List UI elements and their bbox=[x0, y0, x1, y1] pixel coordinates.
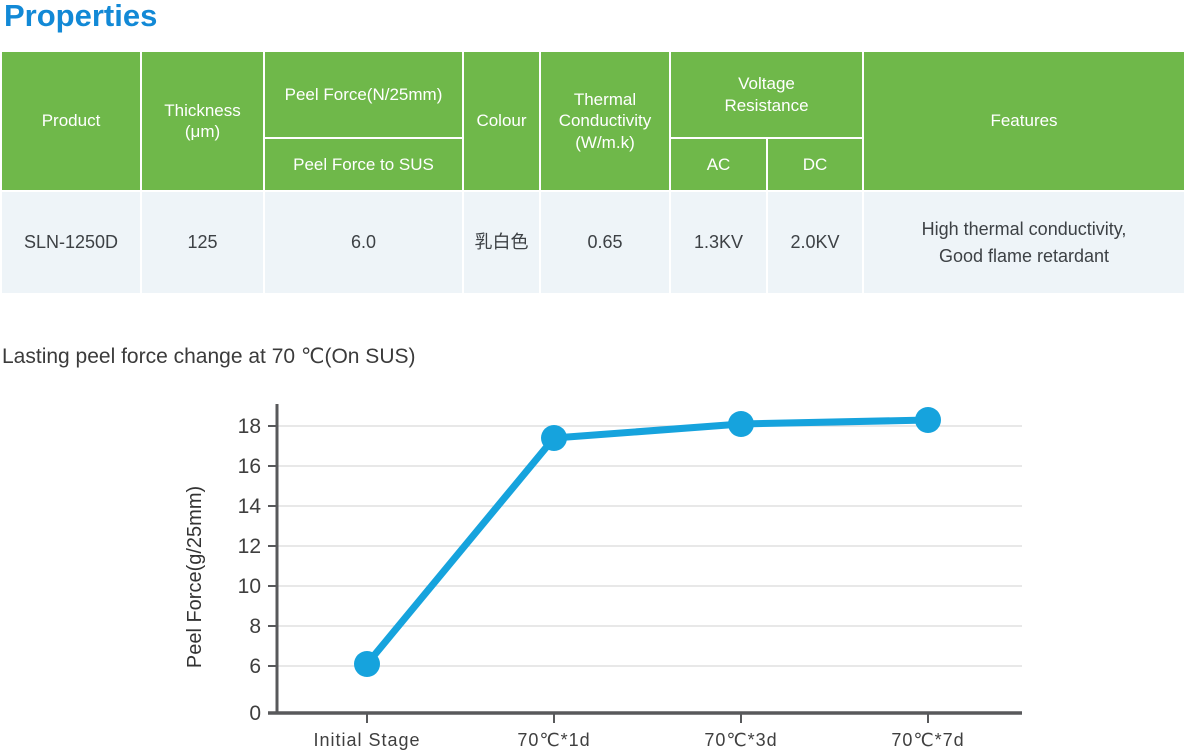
y-tick-label: 18 bbox=[238, 415, 261, 438]
y-tick-label: 6 bbox=[249, 655, 261, 678]
y-tick-label: 10 bbox=[238, 575, 261, 598]
y-tick-label: 0 bbox=[249, 702, 261, 725]
col-header-colour: Colour bbox=[462, 50, 541, 192]
x-tick-label: 70℃*3d bbox=[704, 730, 777, 750]
x-tick-label: Initial Stage bbox=[313, 730, 420, 750]
page-title: Properties bbox=[4, 0, 158, 33]
cell-thickness: 125 bbox=[140, 190, 265, 295]
col-header-peel-force-sus: Peel Force to SUS bbox=[263, 137, 464, 192]
properties-table: Product Thickness (μm) Peel Force(N/25mm… bbox=[0, 50, 1184, 295]
cell-ac: 1.3KV bbox=[669, 190, 768, 295]
col-header-thermal-conductivity: Thermal Conductivity (W/m.k) bbox=[539, 50, 671, 192]
data-point bbox=[728, 411, 754, 437]
col-header-voltage-resistance: Voltage Resistance bbox=[668, 50, 865, 139]
data-point bbox=[915, 407, 941, 433]
y-axis-title: Peel Force(g/25mm) bbox=[184, 486, 206, 668]
col-header-peel-force: Peel Force(N/25mm) bbox=[263, 50, 464, 139]
cell-product: SLN-1250D bbox=[0, 190, 142, 295]
cell-features: High thermal conductivity, Good flame re… bbox=[862, 190, 1184, 295]
cell-colour: 乳白色 bbox=[462, 190, 541, 295]
y-tick-label: 12 bbox=[238, 535, 261, 558]
data-line bbox=[363, 416, 932, 668]
y-tick-label: 16 bbox=[238, 455, 261, 478]
data-point bbox=[354, 651, 380, 677]
y-tick-label: 14 bbox=[238, 495, 262, 518]
col-header-features: Features bbox=[862, 50, 1184, 192]
col-header-ac: AC bbox=[669, 137, 768, 192]
y-tick-label: 8 bbox=[249, 615, 261, 638]
data-point bbox=[541, 425, 567, 451]
cell-thermal-conductivity: 0.65 bbox=[539, 190, 671, 295]
table-row: SLN-1250D 125 6.0 乳白色 0.65 1.3KV 2.0KV H… bbox=[0, 190, 1184, 295]
x-tick-label: 70℃*1d bbox=[517, 730, 590, 750]
col-header-dc: DC bbox=[765, 137, 865, 192]
cell-peel-force-sus: 6.0 bbox=[263, 190, 464, 295]
col-header-thickness: Thickness (μm) bbox=[140, 50, 265, 192]
col-header-product: Product bbox=[0, 50, 142, 192]
cell-dc: 2.0KV bbox=[765, 190, 865, 295]
x-tick-label: 70℃*7d bbox=[891, 730, 964, 750]
chart-title: Lasting peel force change at 70 ℃(On SUS… bbox=[2, 345, 416, 368]
